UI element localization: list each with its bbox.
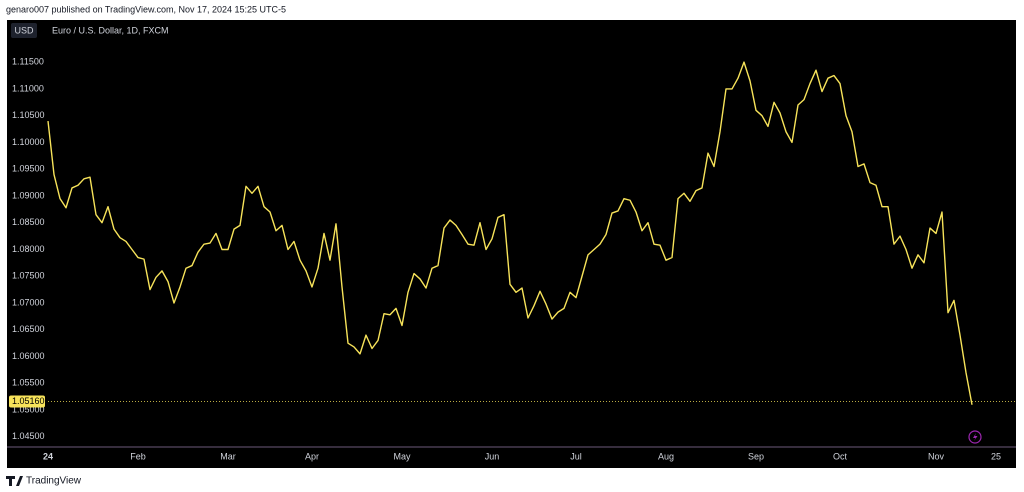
- y-tick-label: 1.08000: [12, 244, 45, 254]
- y-tick-label: 1.07500: [12, 271, 45, 281]
- x-tick-label: Feb: [130, 451, 146, 461]
- footer-brand: TradingView: [26, 476, 82, 487]
- x-tick-label: May: [393, 451, 411, 461]
- last-price-label: 1.05160: [12, 396, 45, 406]
- y-tick-label: 1.05000: [12, 404, 45, 414]
- y-tick-label: 1.08500: [12, 217, 45, 227]
- x-tick-label: Jun: [485, 451, 500, 461]
- x-tick-label: 24: [43, 451, 53, 461]
- tradingview-logo: [6, 476, 23, 486]
- price-line: [47, 61, 973, 405]
- x-tick-label: Aug: [658, 451, 674, 461]
- alert-icon: [968, 430, 982, 444]
- y-tick-label: 1.09500: [12, 164, 45, 174]
- y-tick-label: 1.05500: [12, 378, 45, 388]
- y-tick-label: 1.11000: [12, 83, 44, 93]
- chart-title: Euro / U.S. Dollar, 1D, FXCM: [52, 25, 169, 35]
- y-tick-label: 1.06000: [12, 351, 45, 361]
- y-tick-label: 1.10500: [12, 110, 45, 120]
- x-tick-label: 25: [991, 451, 1001, 461]
- chart-background: [7, 20, 1016, 468]
- last-price-badge: [9, 395, 45, 408]
- y-tick-label: 1.10000: [12, 137, 45, 147]
- y-tick-label: 1.09000: [12, 190, 45, 200]
- alert-icon-bolt: [973, 433, 978, 441]
- x-tick-label: Sep: [748, 451, 764, 461]
- x-tick-label: Mar: [220, 451, 236, 461]
- currency-badge: [11, 23, 37, 38]
- y-tick-label: 1.04500: [12, 431, 45, 441]
- y-tick-label: 1.11500: [12, 57, 44, 67]
- y-tick-label: 1.06500: [12, 324, 45, 334]
- y-tick-label: 1.07000: [12, 297, 45, 307]
- x-tick-label: Oct: [833, 451, 848, 461]
- publish-header: genaro007 published on TradingView.com, …: [6, 4, 286, 14]
- x-tick-label: Apr: [305, 451, 319, 461]
- x-tick-label: Nov: [928, 451, 945, 461]
- currency: USD: [14, 25, 34, 35]
- x-tick-label: Jul: [570, 451, 582, 461]
